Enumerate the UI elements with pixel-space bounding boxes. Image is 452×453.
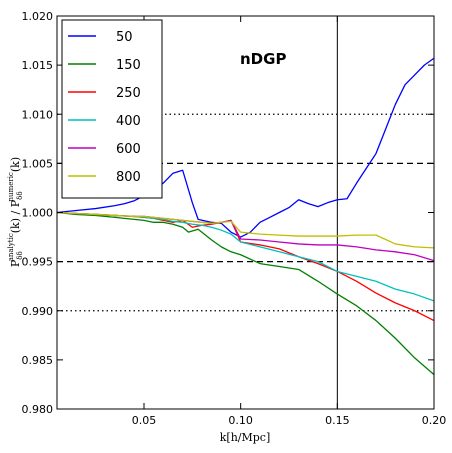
y-axis-label: Pδδanalytic(k) / Pδδnumeric(k): [7, 157, 24, 267]
y-tick-label: 0.990: [22, 305, 54, 318]
series-line-150: [57, 211, 434, 376]
series-line-800: [57, 211, 434, 249]
y-tick-label: 0.985: [22, 354, 54, 367]
axis-ticks: 0.05 0.10 0.15 0.20 0.980 0.985 0.990 0.995 1.00…: [22, 10, 447, 427]
y-tick-label: 1.015: [22, 59, 54, 72]
legend-label-600: 600: [116, 142, 141, 157]
legend: 50 150 250 400 600 800: [61, 19, 163, 199]
legend-label-150: 150: [116, 58, 141, 73]
y-tick-label: 0.980: [22, 403, 54, 416]
y-tick-label: 1.020: [22, 10, 54, 23]
legend-label-50: 50: [116, 30, 133, 45]
y-tick-label: 1.005: [22, 157, 54, 170]
legend-label-400: 400: [116, 114, 141, 129]
legend-label-250: 250: [116, 86, 141, 101]
x-tick-label: 0.10: [228, 414, 253, 427]
annotation-label: nDGP: [240, 50, 286, 68]
y-tick-label: 0.995: [22, 256, 54, 269]
legend-label-800: 800: [116, 170, 141, 185]
x-axis-label: k[h/Mpc]: [220, 431, 271, 444]
y-tick-label: 1.010: [22, 108, 54, 121]
x-tick-label: 0.20: [422, 414, 447, 427]
y-tick-label: 1.000: [22, 207, 54, 220]
x-tick-label: 0.15: [325, 414, 350, 427]
legend-box: [61, 19, 163, 199]
x-tick-label: 0.05: [132, 414, 157, 427]
